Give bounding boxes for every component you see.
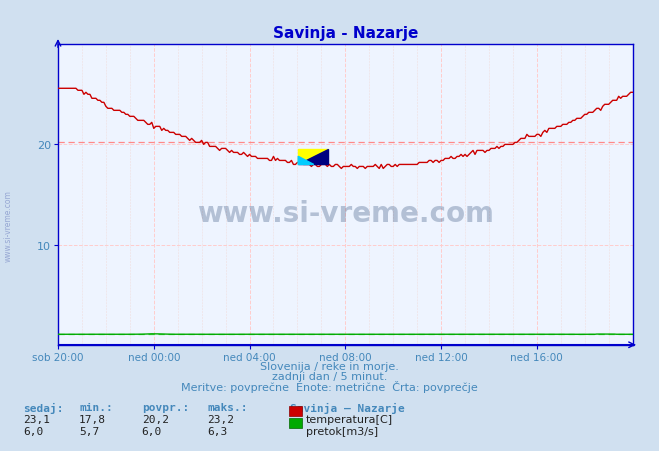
Text: pretok[m3/s]: pretok[m3/s] — [306, 426, 378, 436]
Text: min.:: min.: — [79, 402, 113, 412]
Polygon shape — [298, 149, 328, 165]
Text: 20,2: 20,2 — [142, 414, 169, 424]
Text: Meritve: povprečne  Enote: metrične  Črta: povprečje: Meritve: povprečne Enote: metrične Črta:… — [181, 381, 478, 393]
Title: Savinja - Nazarje: Savinja - Nazarje — [273, 26, 418, 41]
Text: 23,2: 23,2 — [208, 414, 235, 424]
Text: sedaj:: sedaj: — [23, 402, 63, 413]
Polygon shape — [298, 149, 328, 165]
Text: Slovenija / reke in morje.: Slovenija / reke in morje. — [260, 361, 399, 371]
Text: temperatura[C]: temperatura[C] — [306, 414, 393, 424]
Text: www.si-vreme.com: www.si-vreme.com — [197, 199, 494, 227]
Text: maks.:: maks.: — [208, 402, 248, 412]
Polygon shape — [298, 157, 314, 165]
Text: 6,0: 6,0 — [142, 426, 162, 436]
Text: 6,3: 6,3 — [208, 426, 228, 436]
Text: www.si-vreme.com: www.si-vreme.com — [4, 189, 13, 262]
Text: Savinja – Nazarje: Savinja – Nazarje — [290, 402, 405, 413]
Text: 6,0: 6,0 — [23, 426, 43, 436]
Text: povpr.:: povpr.: — [142, 402, 189, 412]
Text: 23,1: 23,1 — [23, 414, 50, 424]
Text: 5,7: 5,7 — [79, 426, 100, 436]
Text: 17,8: 17,8 — [79, 414, 106, 424]
Text: zadnji dan / 5 minut.: zadnji dan / 5 minut. — [272, 371, 387, 381]
